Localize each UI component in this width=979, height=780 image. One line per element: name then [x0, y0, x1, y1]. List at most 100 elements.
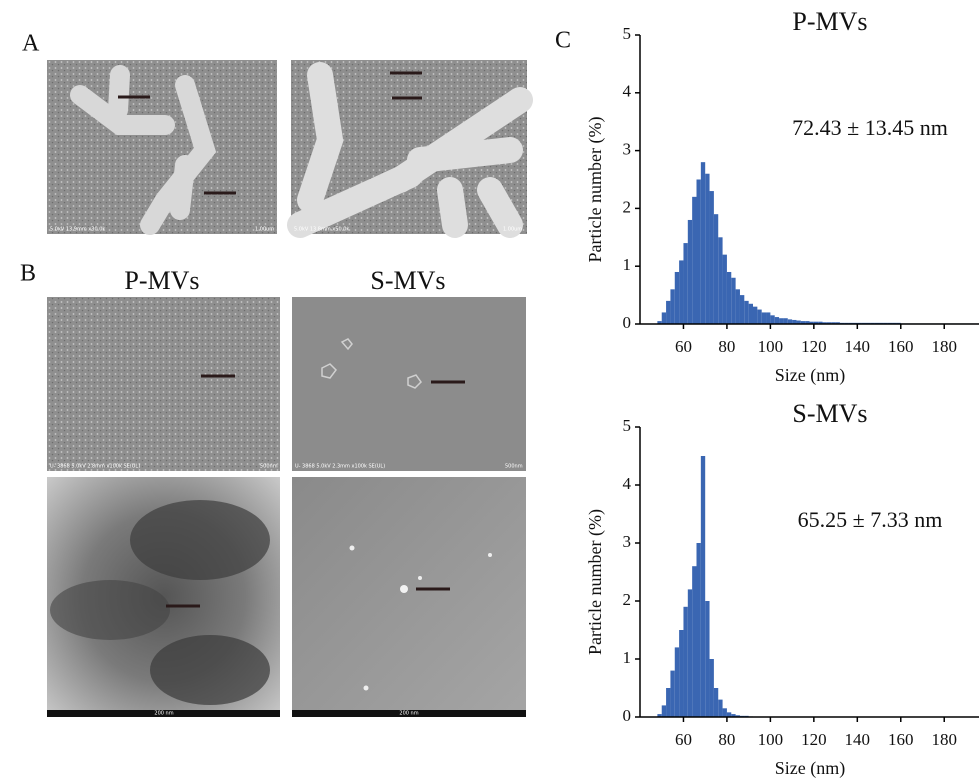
- y-tick-label: 0: [623, 313, 632, 332]
- sem-image: U- 3868 5.0kV 2.8mm x100k SE(UL) 500nm: [47, 297, 280, 471]
- histogram-bar: [723, 708, 727, 717]
- histogram-bar: [683, 607, 687, 717]
- column-title: S-MVs: [370, 266, 445, 295]
- histogram-bar: [744, 301, 748, 324]
- panel-label: B: [20, 261, 36, 287]
- histogram-bar: [679, 630, 683, 717]
- figure: A B C P-MVs S-MVs 5.0kV 13.9mm x30.0k 1.…: [0, 0, 979, 780]
- histogram-bar: [714, 214, 718, 324]
- x-tick-label: 140: [845, 337, 871, 356]
- histogram-bar: [662, 705, 666, 717]
- histogram-bar: [688, 220, 692, 324]
- x-tick-label: 80: [718, 337, 735, 356]
- x-tick-label: 120: [801, 730, 827, 749]
- chart-title: S-MVs: [792, 399, 867, 428]
- histogram-bar: [740, 295, 744, 324]
- image-caption: U- 3868 5.0kV 2.8mm x100k SE(UL): [50, 464, 140, 470]
- y-axis-label: Particle number (%): [585, 509, 606, 655]
- y-tick-label: 3: [623, 532, 632, 551]
- histogram-bar: [783, 318, 787, 324]
- column-title: P-MVs: [124, 266, 199, 295]
- sem-image: 5.0kV 13.8mm x50.0k 1.00um: [291, 60, 527, 234]
- tem-image: 200 nm: [292, 477, 526, 717]
- x-tick-label: 60: [675, 337, 692, 356]
- x-tick-label: 160: [888, 730, 914, 749]
- x-tick-label: 180: [931, 730, 957, 749]
- histogram-bar: [692, 566, 696, 717]
- scale-label: 1.00um: [503, 227, 522, 233]
- histogram-bar: [692, 197, 696, 324]
- y-tick-label: 0: [623, 706, 632, 725]
- histogram-bar: [723, 255, 727, 324]
- histogram-bar: [753, 307, 757, 324]
- x-tick-label: 80: [718, 730, 735, 749]
- histogram-bar: [670, 671, 674, 717]
- x-tick-label: 140: [845, 730, 871, 749]
- histogram-bar: [705, 601, 709, 717]
- annotation: 72.43 ± 13.45 nm: [792, 115, 948, 140]
- histogram-bar: [757, 310, 761, 324]
- y-tick-label: 2: [623, 197, 632, 216]
- histogram-bar: [770, 315, 774, 324]
- image-caption: U- 3868 5.0kV 2.3mm x100k SE(UL): [295, 464, 385, 470]
- histogram-bar: [705, 174, 709, 324]
- y-tick-label: 1: [623, 648, 632, 667]
- x-axis-label: Size (nm): [775, 365, 845, 386]
- sem-image: 5.0kV 13.9mm x30.0k 1.00um: [47, 60, 277, 234]
- x-tick-label: 60: [675, 730, 692, 749]
- histogram-bar: [679, 260, 683, 324]
- histogram-bar: [675, 647, 679, 717]
- panel-label: C: [555, 28, 571, 54]
- x-axis-label: Size (nm): [775, 758, 845, 779]
- x-tick-label: 100: [758, 730, 784, 749]
- x-tick-label: 160: [888, 337, 914, 356]
- histogram-bar: [675, 272, 679, 324]
- histogram-bar: [666, 301, 670, 324]
- y-tick-label: 5: [623, 24, 632, 43]
- scale-label: 200 nm: [399, 711, 418, 717]
- y-axis-label: Particle number (%): [585, 117, 606, 263]
- histogram-bar: [731, 278, 735, 324]
- histogram-bar: [749, 304, 753, 324]
- histogram-bar: [718, 237, 722, 324]
- histogram-bar: [670, 289, 674, 324]
- scale-label: 200 nm: [154, 711, 173, 717]
- histogram-bar: [697, 543, 701, 717]
- histogram-bar: [701, 162, 705, 324]
- scale-label: 500nm: [260, 464, 278, 470]
- image-caption: 5.0kV 13.9mm x30.0k: [50, 227, 105, 233]
- chart-title: P-MVs: [792, 7, 867, 36]
- x-tick-label: 100: [758, 337, 784, 356]
- histogram-bar: [710, 191, 714, 324]
- scale-label: 1.00um: [255, 227, 274, 233]
- tem-image: 200 nm: [47, 477, 280, 717]
- histogram-bar: [714, 688, 718, 717]
- annotation: 65.25 ± 7.33 nm: [798, 507, 943, 532]
- histogram-bar: [762, 312, 766, 324]
- x-tick-label: 120: [801, 337, 827, 356]
- histogram-bar: [688, 589, 692, 717]
- histogram-bar: [775, 317, 779, 324]
- histogram-bar: [683, 243, 687, 324]
- y-tick-label: 4: [623, 474, 632, 493]
- histogram-bar: [779, 318, 783, 324]
- histogram-bar: [662, 312, 666, 324]
- y-tick-label: 5: [623, 416, 632, 435]
- histogram-bar: [666, 688, 670, 717]
- histogram-bar: [766, 312, 770, 324]
- sem-image: U- 3868 5.0kV 2.3mm x100k SE(UL) 500nm: [292, 297, 526, 471]
- panel-label: A: [22, 31, 40, 57]
- y-tick-label: 3: [623, 140, 632, 159]
- histogram-bar: [736, 289, 740, 324]
- histogram-bar: [701, 456, 705, 717]
- page: A B C P-MVs S-MVs 5.0kV 13.9mm x30.0k 1.…: [0, 0, 979, 780]
- y-tick-label: 2: [623, 590, 632, 609]
- histogram-bar: [710, 659, 714, 717]
- y-tick-label: 1: [623, 255, 632, 274]
- scale-label: 500nm: [505, 464, 523, 470]
- histogram-bar: [697, 180, 701, 325]
- histogram-bar: [718, 700, 722, 717]
- image-caption: 5.0kV 13.8mm x50.0k: [294, 227, 349, 233]
- histogram-bar: [727, 272, 731, 324]
- y-tick-label: 4: [623, 82, 632, 101]
